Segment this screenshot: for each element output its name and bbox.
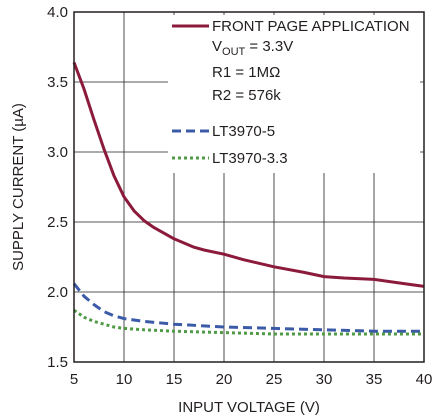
series-line-front-page-application [72,61,425,288]
y-tick-label: 1.5 [47,354,68,371]
y-tick-label: 3.0 [47,144,68,161]
legend-vout-value: = 3.3V [245,38,293,55]
y-tick-label: 4.0 [47,4,68,21]
x-tick-label: 30 [316,371,333,388]
x-tick-label: 20 [216,371,233,388]
x-tick-label: 15 [166,371,183,388]
x-axis-title: INPUT VOLTAGE (V) [178,399,320,416]
legend-r1: R1 = 1MΩ [212,64,280,81]
x-tick-label: 25 [266,371,283,388]
legend-vout-prefix: V [212,38,222,55]
y-tick-label: 3.5 [47,74,68,91]
legend-label-lt3970-5: LT3970-5 [212,123,275,140]
x-tick-label: 10 [116,371,133,388]
legend-r2: R2 = 576k [212,87,281,104]
legend-background [168,15,420,173]
legend-label-front-page: FRONT PAGE APPLICATION [212,18,410,35]
y-tick-label: 2.0 [47,284,68,301]
x-tick-label: 35 [366,371,383,388]
x-tick-label: 5 [70,371,78,388]
legend-vout: VOUT = 3.3V [212,38,293,58]
legend: FRONT PAGE APPLICATION VOUT = 3.3V R1 = … [168,15,420,173]
plot-frame [73,11,425,363]
legend-vout-subscript: OUT [222,46,246,58]
legend-label-lt3970-3-3: LT3970-3.3 [212,150,288,167]
y-tick-label: 2.5 [47,214,68,231]
y-axis-title: SUPPLY CURRENT (µA) [10,103,27,271]
series-line-lt3970-5 [72,282,424,333]
tick-labels: 5 10 15 20 25 30 35 40 1.5 2.0 2.5 3.0 3.5 4.0 [47,4,432,388]
series-lines [72,61,425,336]
series-line-lt3970-3-3 [73,308,424,336]
x-tick-label: 40 [416,371,433,388]
